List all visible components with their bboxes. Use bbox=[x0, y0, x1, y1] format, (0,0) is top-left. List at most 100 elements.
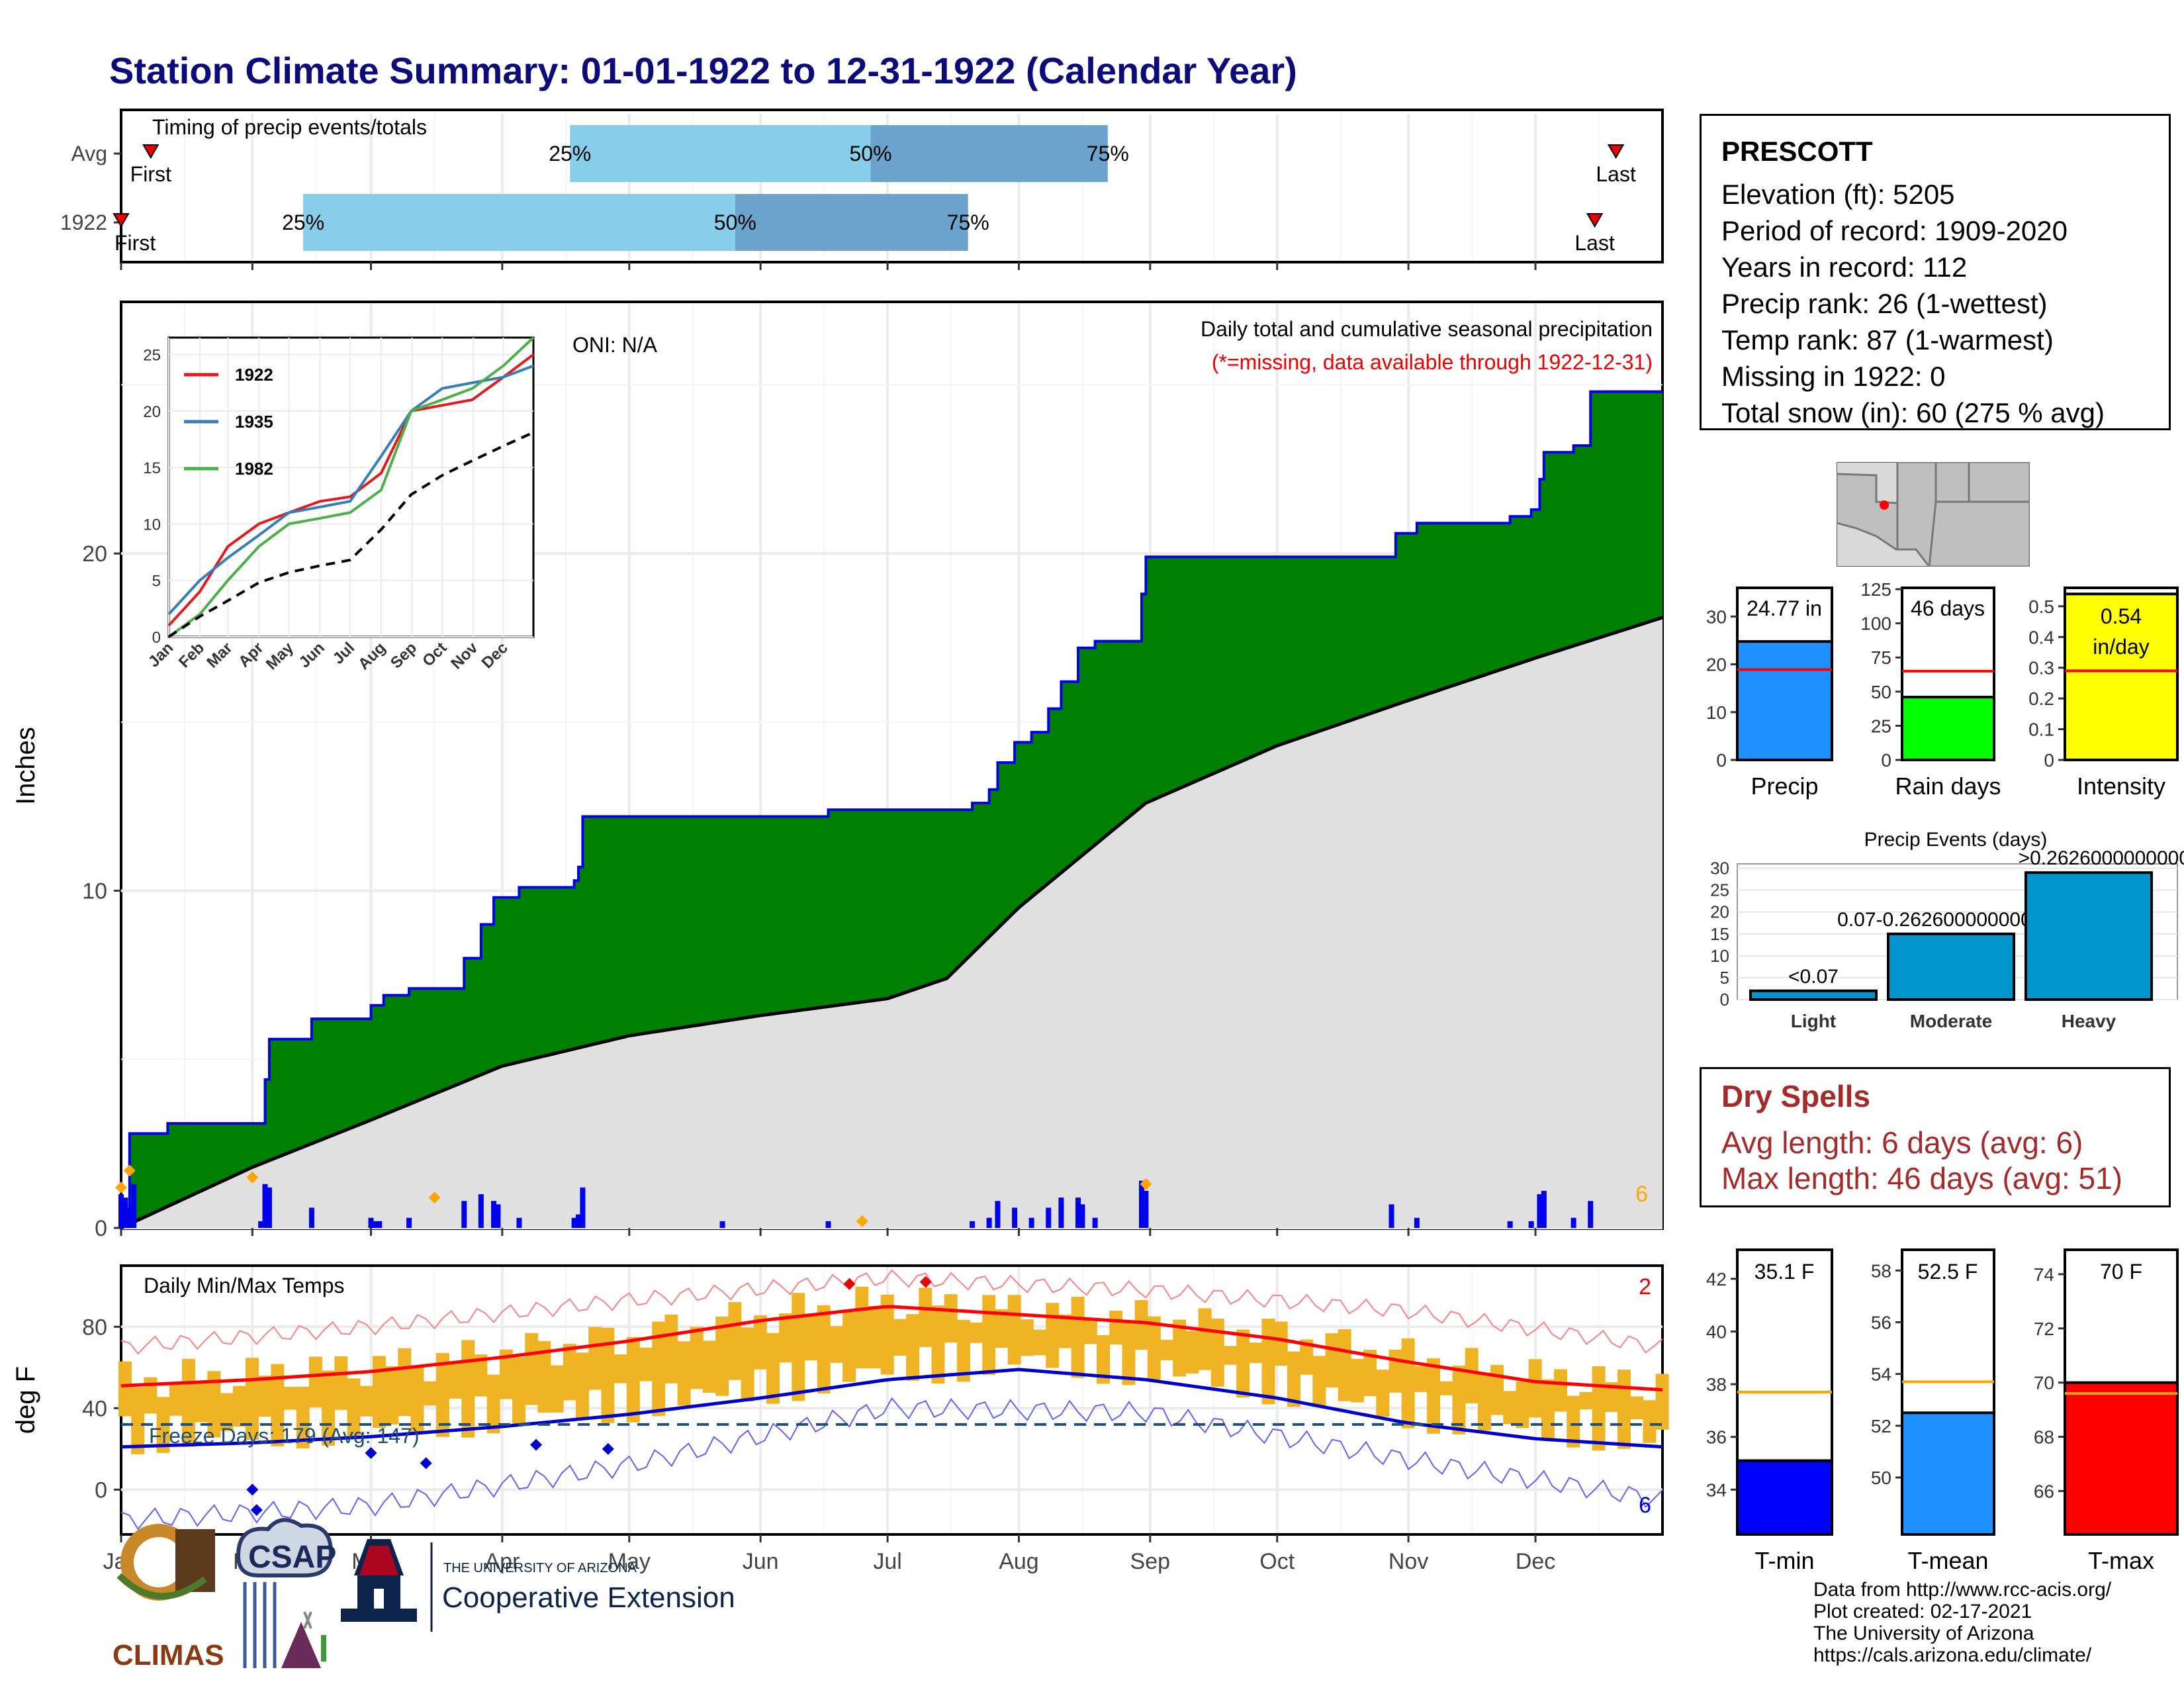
daily-temp-bar bbox=[944, 1294, 958, 1343]
daily-precip-bar bbox=[571, 1217, 577, 1228]
avg-min-line bbox=[120, 1368, 1663, 1449]
record-max-line bbox=[120, 1269, 1663, 1355]
precip-events-y-tick-label: 10 bbox=[1710, 946, 1729, 966]
ua-big-text: Cooperative Extension bbox=[442, 1581, 735, 1614]
daily-temp-bar bbox=[1363, 1350, 1377, 1397]
station-temp-rank: Temp rank: 87 (1-warmest) bbox=[1721, 324, 2054, 355]
daily-temp-bar bbox=[474, 1354, 488, 1397]
daily-precip-bar bbox=[491, 1201, 497, 1228]
precip-caption: Daily total and cumulative seasonal prec… bbox=[1201, 317, 1653, 341]
daily-temp-bar bbox=[1490, 1364, 1504, 1415]
daily-temp-bar bbox=[906, 1314, 920, 1381]
daily-temp-bar bbox=[131, 1387, 145, 1454]
daily-precip-bar bbox=[1570, 1217, 1576, 1228]
record-low-marker bbox=[602, 1442, 614, 1455]
month-tick-label: Dec bbox=[1516, 1549, 1555, 1574]
daily-temp-bar bbox=[1503, 1391, 1517, 1425]
average-cumulative-fill bbox=[121, 617, 1662, 1228]
daily-temp-bar bbox=[1058, 1314, 1072, 1348]
rain-days-y-tick-label: 75 bbox=[1871, 647, 1891, 668]
station-missing: Missing in 1922: 0 bbox=[1721, 361, 1946, 392]
month-tick-label: Apr bbox=[484, 1549, 520, 1574]
precip-y-tick-label: 20 bbox=[82, 541, 107, 567]
daily-precip-bar bbox=[1507, 1221, 1513, 1228]
ua-small-text: THE UNIVERSITY OF ARIZONA bbox=[443, 1561, 637, 1575]
daily-temp-bar bbox=[1477, 1372, 1491, 1431]
daily-temp-bar bbox=[576, 1352, 590, 1420]
daily-temp-bar bbox=[486, 1374, 500, 1434]
record-high-marker bbox=[843, 1278, 856, 1290]
intensity-y-tick-label: 0.2 bbox=[2028, 688, 2054, 709]
daily-temp-bar bbox=[525, 1333, 539, 1405]
precip-events-y-tick-label: 20 bbox=[1710, 902, 1729, 922]
precip-total-bar bbox=[1736, 640, 1833, 761]
daily-precip-bar bbox=[118, 1194, 124, 1228]
rain-days-bar bbox=[1901, 696, 1995, 761]
daily-precip-bar bbox=[1143, 1190, 1149, 1228]
inset-legend-label: 1922 bbox=[235, 365, 273, 385]
daily-precip-bar bbox=[258, 1221, 264, 1228]
t-mean-value-label: 52.5 F bbox=[1918, 1260, 1978, 1284]
daily-temp-bar bbox=[614, 1354, 627, 1383]
intensity-unit-label: in/day bbox=[2093, 635, 2149, 659]
rain-days-y-tick-label: 25 bbox=[1871, 716, 1891, 736]
daily-temp-bar bbox=[550, 1365, 564, 1413]
csap-logo: CSAP bbox=[236, 1518, 336, 1668]
intensity-bar bbox=[2064, 592, 2179, 761]
inset-legend-label: 1982 bbox=[235, 459, 273, 479]
inset-legend-label: 1935 bbox=[235, 412, 273, 432]
inset-x-tick-label: Jun bbox=[296, 639, 328, 671]
daily-temp-bar bbox=[1122, 1321, 1136, 1385]
temp-panel-label: Daily Min/Max Temps bbox=[144, 1274, 344, 1297]
daily-temp-bar bbox=[931, 1305, 945, 1384]
daily-precip-bar bbox=[308, 1207, 314, 1228]
daily-temp-bar bbox=[1414, 1366, 1428, 1392]
t-mean-y-tick-label: 56 bbox=[1871, 1312, 1891, 1333]
daily-temp-bar bbox=[1287, 1351, 1300, 1407]
record-high-marker bbox=[919, 1276, 932, 1288]
precip-events-y-tick-label: 15 bbox=[1710, 924, 1729, 944]
daily-precip-bar bbox=[970, 1221, 976, 1228]
t-mean-y-tick-label: 50 bbox=[1871, 1468, 1891, 1488]
daily-temp-bar bbox=[144, 1377, 158, 1414]
precip-events-title: Precip Events (days) bbox=[1864, 829, 2048, 851]
daily-precip-bar bbox=[1028, 1217, 1034, 1228]
precip-total-y-tick-label: 0 bbox=[1716, 750, 1727, 771]
dry-spells-max: Max length: 46 days (avg: 51) bbox=[1721, 1161, 2122, 1196]
dry-spells-box: Dry Spells Avg length: 6 days (avg: 6) M… bbox=[1700, 1067, 2171, 1207]
daily-temp-bar bbox=[766, 1333, 780, 1404]
daily-temp-bar bbox=[435, 1352, 449, 1437]
daily-temp-bar bbox=[308, 1356, 322, 1408]
rain-days-y-tick-label: 50 bbox=[1871, 682, 1891, 702]
daily-precip-bar bbox=[1075, 1197, 1081, 1228]
precip-total-y-tick-label: 20 bbox=[1706, 655, 1727, 675]
t-max-y-tick-label: 70 bbox=[2034, 1373, 2054, 1393]
inset-series-line bbox=[167, 364, 534, 616]
daily-temp-bar bbox=[296, 1386, 310, 1449]
inset-y-tick-label: 0 bbox=[152, 629, 161, 647]
freeze-days-label: Freeze Days: 179 (Avg: 147) bbox=[149, 1424, 420, 1448]
daily-temp-bar bbox=[1617, 1370, 1631, 1449]
cumulative-1922-line bbox=[121, 390, 1662, 1219]
station-precip-rank: Precip rank: 26 (1-wettest) bbox=[1721, 288, 2048, 319]
daily-temp-bar bbox=[372, 1356, 386, 1429]
daily-precip-bar bbox=[461, 1201, 467, 1228]
daily-temp-bar bbox=[1071, 1297, 1085, 1378]
daily-temp-bar bbox=[970, 1322, 983, 1343]
daily-temp-bar bbox=[652, 1321, 666, 1417]
precip-events-category-label: Moderate bbox=[1910, 1011, 1992, 1031]
timing-last-marker bbox=[1607, 144, 1625, 159]
daily-temp-bar bbox=[1643, 1400, 1657, 1443]
inset-x-tick-label: Jul bbox=[330, 639, 359, 668]
station-elevation: Elevation (ft): 5205 bbox=[1721, 179, 1955, 210]
t-mean-bar bbox=[1901, 1411, 1995, 1536]
daily-precip-bar bbox=[1588, 1201, 1594, 1228]
daily-temp-bar bbox=[919, 1288, 933, 1347]
timing-bar-q25-q50 bbox=[570, 125, 871, 182]
month-tick-label: Jul bbox=[873, 1549, 901, 1574]
daily-temp-bar bbox=[855, 1286, 869, 1369]
daily-temp-bar bbox=[588, 1327, 602, 1390]
daily-precip-bar bbox=[495, 1204, 501, 1228]
record-high-count: 2 bbox=[1639, 1274, 1651, 1299]
intensity-value-label: 0.54 bbox=[2101, 604, 2142, 628]
